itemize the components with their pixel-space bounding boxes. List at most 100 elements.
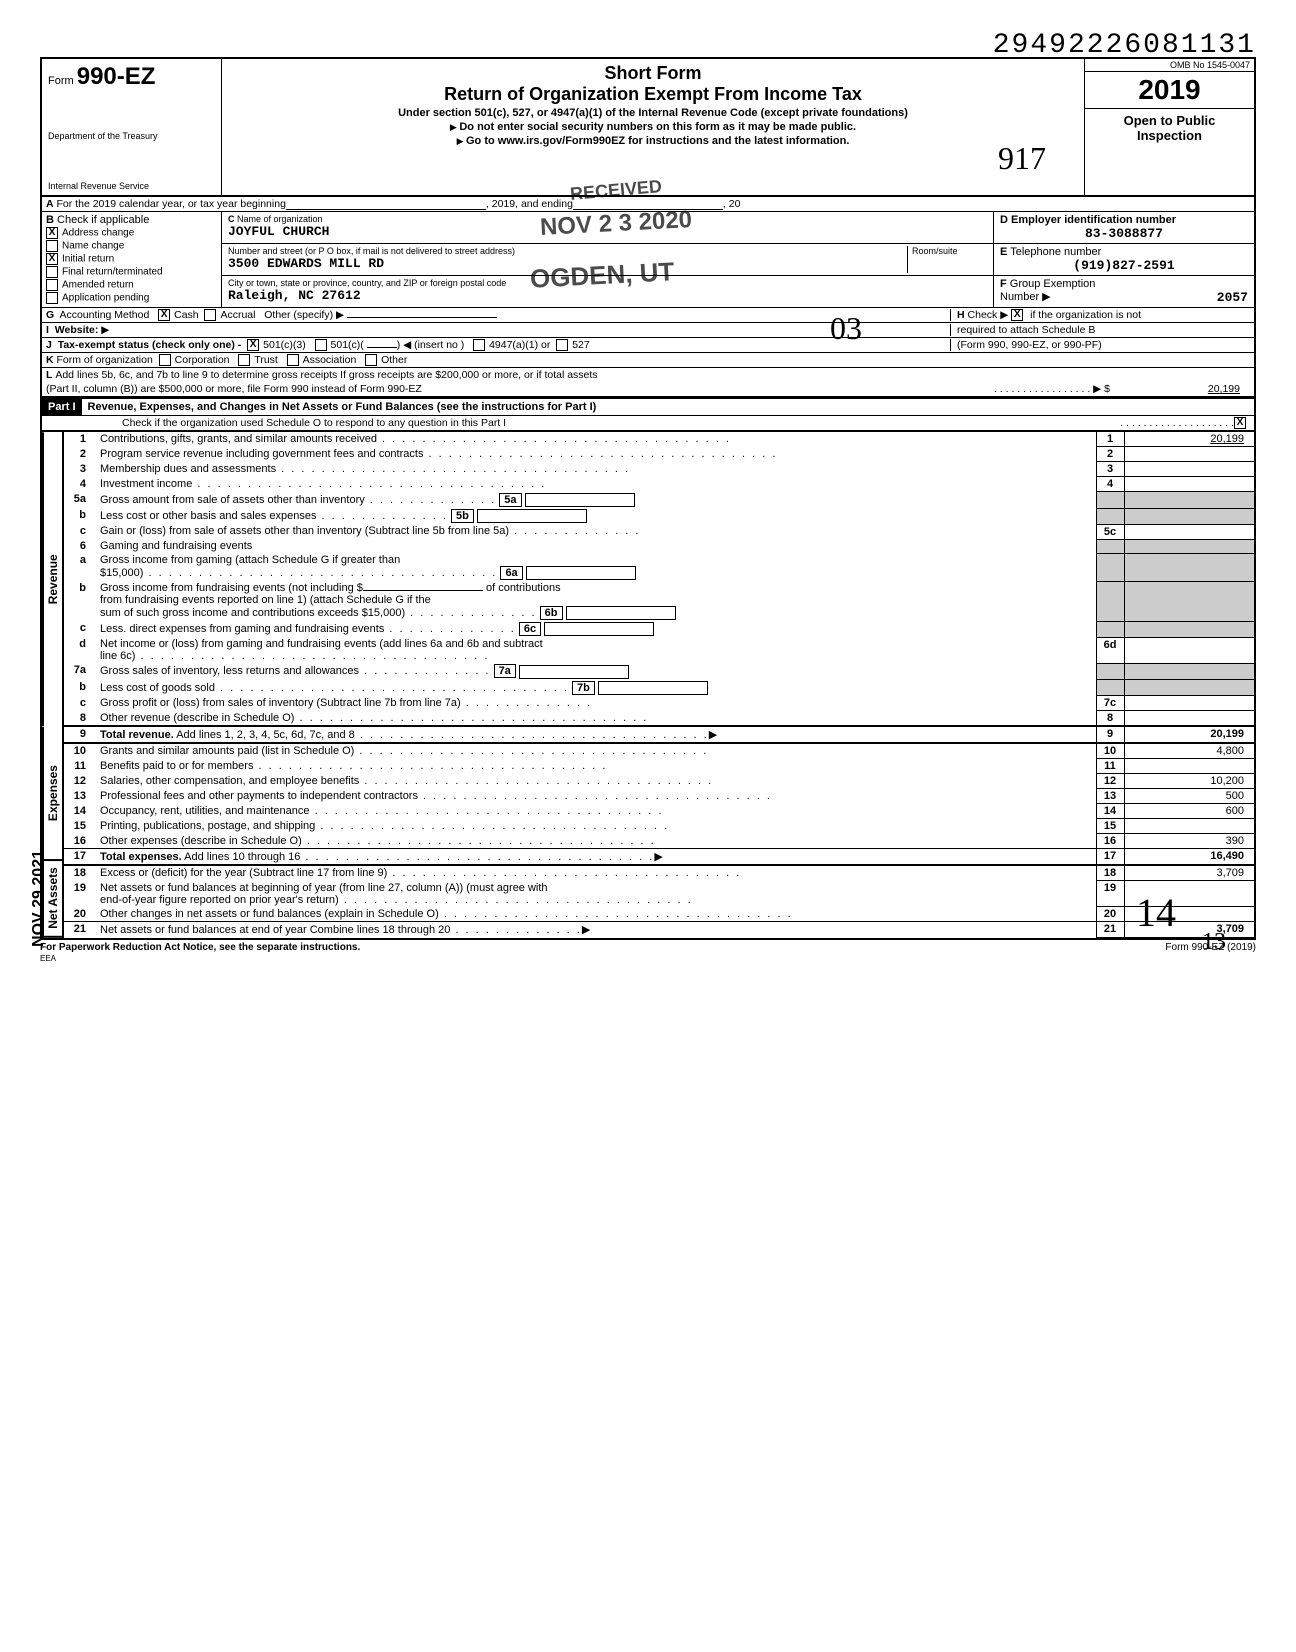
form-number: 990-EZ [77,63,156,90]
j-501c3: 501(c)(3) [263,339,306,351]
org-name: JOYFUL CHURCH [228,224,987,239]
label-k: K [46,354,54,366]
line-11-amt [1124,759,1254,774]
handwriting-917: 917 [998,140,1046,177]
header-left: Form 990-EZ Department of the Treasury I… [42,59,222,195]
check-address-change[interactable]: XAddress change [46,227,217,239]
line-6a-text: Gross income from gaming (attach Schedul… [96,553,1096,581]
check-association[interactable] [287,354,299,366]
part-1-body: Revenue Expenses Net Assets 1Contributio… [42,431,1254,937]
line-14-amt: 600 [1124,804,1254,819]
line-4-text: Investment income [96,477,1096,492]
line-10-amt: 4,800 [1124,743,1254,759]
title-short: Short Form [228,63,1078,84]
line-4-amt [1124,477,1254,492]
g-other: Other (specify) [264,309,333,321]
part-1-title: Revenue, Expenses, and Changes in Net As… [88,401,597,413]
line-2-text: Program service revenue including govern… [96,447,1096,462]
line-3-amt [1124,462,1254,477]
line-7c-amt [1124,696,1254,711]
l-gross-receipts: 20,199 [1110,383,1250,395]
e-phone-label: Telephone number [1010,246,1101,258]
check-cash[interactable]: X [158,309,170,321]
label-a: A [46,198,54,210]
title-main: Return of Organization Exempt From Incom… [228,84,1078,105]
check-501c3[interactable]: X [247,339,259,351]
line-8-amt [1124,711,1254,727]
line-5b-text: Less cost or other basis and sales expen… [96,508,1096,524]
line-13-amt: 500 [1124,789,1254,804]
line-17-text: Total expenses. Add lines 10 through 16▶ [96,849,1096,866]
g-accounting-label: Accounting Method [59,309,149,321]
line-a-text3: , 20 [723,198,741,210]
line-9-amt: 20,199 [1124,726,1254,743]
check-4947[interactable] [473,339,485,351]
part-1-header: Part I Revenue, Expenses, and Changes in… [42,397,1254,416]
line-a-text2: , 2019, and ending [486,198,573,210]
check-final-return[interactable]: Final return/terminated [46,266,217,278]
footer-eea: EEA [40,954,56,963]
check-trust[interactable] [238,354,250,366]
tax-year-begin[interactable] [286,198,486,210]
dept-irs: Internal Revenue Service [48,181,215,191]
k-corp: Corporation [175,354,230,366]
header-right: OMB No 1545-0047 2019 Open to Public Ins… [1084,59,1254,195]
check-schedule-b[interactable]: X [1011,309,1023,321]
check-527[interactable] [556,339,568,351]
check-501c[interactable] [315,339,327,351]
line-7c-text: Gross profit or (loss) from sales of inv… [96,696,1096,711]
k-form-org-label: Form of organization [57,354,153,366]
section-c: C Name of organization JOYFUL CHURCH Num… [222,212,994,307]
footer: For Paperwork Reduction Act Notice, see … [40,940,1256,966]
label-i: I [46,324,49,336]
j-501c: 501(c)( [331,339,364,351]
line-5a-text: Gross amount from sale of assets other t… [96,492,1096,508]
line-5c-text: Gain or (loss) from sale of assets other… [96,524,1096,539]
tax-year-end[interactable] [573,198,723,210]
line-6c-text: Less. direct expenses from gaming and fu… [96,621,1096,637]
line-9-text: Total revenue. Add lines 1, 2, 3, 4, 5c,… [96,726,1096,743]
ein-value: 83-3088877 [1000,226,1248,241]
f-number-label: Number [1000,291,1039,303]
side-expenses: Expenses [42,727,62,861]
line-20-text: Other changes in net assets or fund bala… [96,907,1096,922]
line-6b-text: Gross income from fundraising events (no… [96,581,1096,621]
check-other-org[interactable] [365,354,377,366]
line-13-text: Professional fees and other payments to … [96,789,1096,804]
h-text2: required to attach Schedule B [957,324,1095,336]
check-amended-return[interactable]: Amended return [46,279,217,291]
tax-year: 2019 [1085,72,1254,109]
line-11-text: Benefits paid to or for members [96,759,1096,774]
line-6d-text: Net income or (loss) from gaming and fun… [96,637,1096,663]
part-1-check-text: Check if the organization used Schedule … [122,417,506,429]
line-18-amt: 3,709 [1124,865,1254,881]
h-text3: (Form 990, 990-EZ, or 990-PF) [957,339,1102,351]
open-line2: Inspection [1089,128,1250,143]
check-initial-return[interactable]: XInitial return [46,253,217,265]
check-schedule-o[interactable]: X [1234,417,1246,429]
line-10-text: Grants and similar amounts paid (list in… [96,743,1096,759]
section-b: B Check if applicable XAddress change Na… [42,212,222,307]
line-12-amt: 10,200 [1124,774,1254,789]
check-accrual[interactable] [204,309,216,321]
check-name-change[interactable]: Name change [46,240,217,252]
group-exemption-value: 2057 [1217,290,1248,305]
c-room-label: Room/suite [912,246,987,256]
title-under: Under section 501(c), 527, or 4947(a)(1)… [228,107,1078,119]
j-tax-exempt-label: Tax-exempt status (check only one) - [58,339,242,351]
line-5c-amt [1124,524,1254,539]
label-l: L [46,369,52,381]
g-other-input[interactable] [347,317,497,318]
j-501c-insert[interactable] [367,347,397,348]
line-a-text1: For the 2019 calendar year, or tax year … [57,198,286,210]
l-text1: Add lines 5b, 6c, and 7b to line 9 to de… [55,369,597,381]
line-18-text: Excess or (deficit) for the year (Subtra… [96,865,1096,881]
b-check-label: Check if applicable [57,214,149,226]
dept-treasury: Department of the Treasury [48,131,215,141]
check-app-pending[interactable]: Application pending [46,292,217,304]
instr-no-ssn: Do not enter social security numbers on … [228,121,1078,133]
check-corporation[interactable] [159,354,171,366]
section-def: D Employer identification number 83-3088… [994,212,1254,307]
instr-goto: Go to www.irs.gov/Form990EZ for instruct… [228,135,1078,147]
form-990ez: Form 990-EZ Department of the Treasury I… [40,57,1256,940]
